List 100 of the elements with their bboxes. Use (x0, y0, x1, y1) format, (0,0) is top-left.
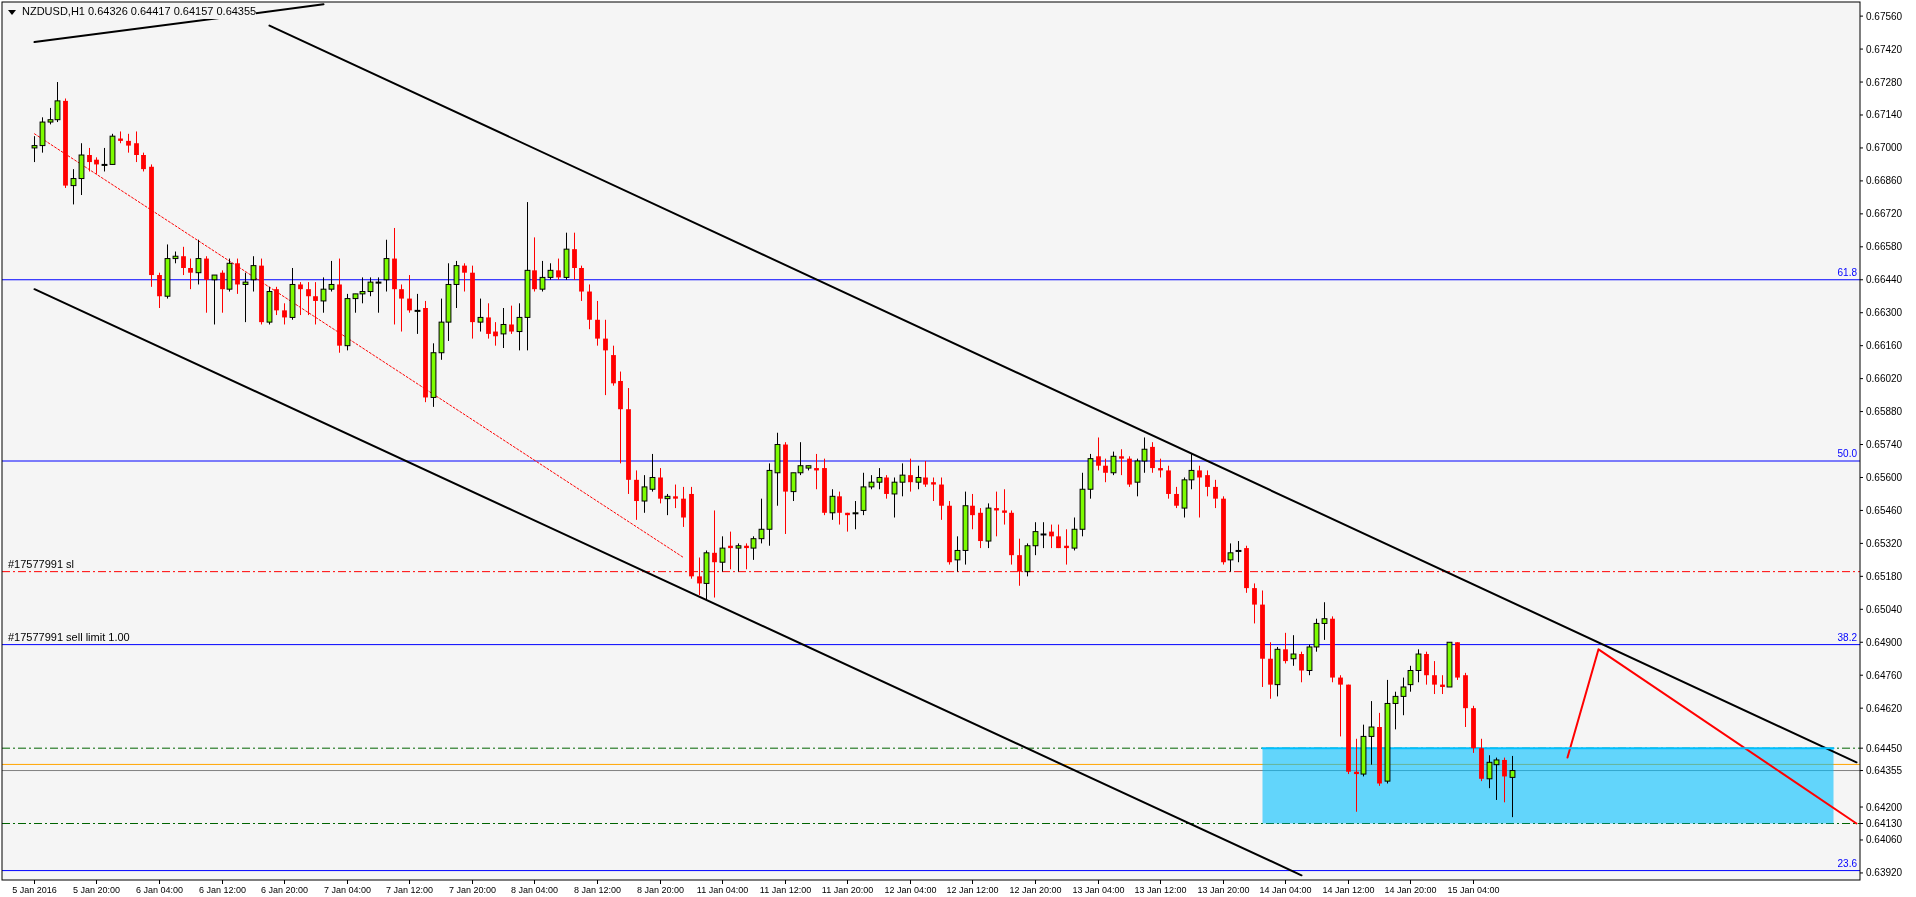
candlestick (462, 262, 467, 293)
y-tick-label: 0.66440 (1866, 274, 1903, 286)
annotation: #17577991 sl (8, 557, 75, 570)
x-tick-label: 6 Jan 20:00 (260, 885, 309, 895)
annotation: 23.6 (1837, 857, 1858, 869)
candlestick (486, 302, 491, 340)
y-tick-label: 0.64200 (1866, 801, 1903, 813)
x-tick-label: 15 Jan 04:00 (1447, 885, 1500, 895)
x-tick-label: 13 Jan 20:00 (1197, 885, 1250, 895)
y-tick-label: 0.67280 (1866, 76, 1903, 88)
candlestick (274, 286, 279, 316)
x-tick-label: 8 Jan 12:00 (573, 885, 622, 895)
candlestick (673, 484, 678, 509)
candlestick (931, 476, 936, 502)
x-tick-label: 14 Jan 20:00 (1384, 885, 1437, 895)
candlestick (664, 493, 671, 516)
candlestick (383, 239, 390, 293)
annotation: 38.2 (1837, 631, 1858, 643)
candlestick (556, 258, 561, 281)
candlestick (1119, 448, 1124, 476)
candlestick (298, 281, 303, 316)
candlestick (1197, 465, 1202, 518)
candlestick (195, 239, 202, 285)
candlestick (603, 319, 608, 396)
y-tick-label: 0.65880 (1866, 406, 1903, 418)
x-tick-label: 7 Jan 20:00 (448, 885, 497, 895)
x-tick-label: 11 Jan 04:00 (696, 885, 749, 895)
candlestick (579, 265, 584, 302)
candlestick (188, 258, 193, 290)
candlestick (1103, 458, 1108, 483)
candlestick (204, 255, 209, 314)
candlestick (719, 535, 726, 573)
x-tick-label: 14 Jan 04:00 (1259, 885, 1312, 895)
y-tick-label: 0.63920 (1866, 867, 1903, 879)
candlestick (220, 269, 225, 314)
annotation: #17577991 sell limit 1.00 (8, 630, 130, 643)
y-tick-label: 0.67420 (1866, 43, 1903, 55)
candlestick (1299, 651, 1304, 683)
candlestick (1502, 757, 1507, 803)
candlestick (814, 453, 819, 490)
candlestick (1235, 540, 1242, 563)
candlestick (399, 283, 404, 333)
x-tick-label: 7 Jan 04:00 (323, 885, 372, 895)
candlestick (829, 488, 836, 521)
candlestick (1290, 634, 1297, 667)
y-tick-label: 0.67140 (1866, 109, 1903, 121)
x-tick-label: 11 Jan 12:00 (759, 885, 812, 895)
y-tick-label: 0.66580 (1866, 241, 1903, 253)
y-tick-label: 0.65740 (1866, 439, 1903, 451)
y-tick-label: 0.64900 (1866, 636, 1903, 648)
candlestick (1213, 479, 1218, 509)
candlestick (1110, 451, 1117, 476)
candlestick (306, 281, 311, 316)
candlestick (509, 305, 514, 335)
x-tick-label: 7 Jan 12:00 (385, 885, 434, 895)
candlestick (1174, 486, 1179, 509)
candlestick (477, 298, 484, 333)
y-tick-label: 0.65600 (1866, 471, 1903, 483)
candlestick (235, 258, 240, 295)
candlestick (282, 302, 287, 325)
candlestick (1440, 674, 1445, 695)
candlestick (1283, 632, 1288, 664)
candlestick (1509, 755, 1516, 818)
annotation: 50.0 (1837, 448, 1858, 460)
y-tick-label: 0.66300 (1866, 307, 1903, 319)
x-tick-label: 6 Jan 12:00 (198, 885, 247, 895)
y-tick-label: 0.66720 (1866, 208, 1903, 220)
candlestick (970, 493, 975, 530)
x-tick-label: 12 Jan 12:00 (946, 885, 999, 895)
candlestick (1354, 738, 1359, 813)
candlestick (1064, 528, 1069, 566)
y-tick-label: 0.64060 (1866, 834, 1903, 846)
candlestick (313, 281, 318, 325)
y-tick-label: 0.64130 (1866, 818, 1903, 830)
candlestick (1002, 488, 1007, 526)
candlestick (1432, 660, 1437, 695)
candlestick (1205, 469, 1210, 497)
annotation: 61.8 (1837, 266, 1858, 278)
candlestick (908, 458, 913, 493)
candlestick (211, 274, 218, 325)
candlestick (1166, 465, 1171, 500)
candlestick (939, 476, 944, 521)
candlestick (181, 246, 186, 276)
candlestick (414, 293, 421, 335)
y-tick-label: 0.66020 (1866, 373, 1903, 385)
y-tick-label: 0.65040 (1866, 603, 1903, 615)
x-tick-label: 8 Jan 20:00 (636, 885, 685, 895)
candlestick (994, 491, 999, 537)
candlestick (735, 542, 742, 573)
candlestick (1150, 441, 1155, 474)
candlestick (141, 152, 146, 172)
candlestick (915, 465, 922, 490)
x-tick-label: 14 Jan 12:00 (1322, 885, 1375, 895)
y-tick-label: 0.64620 (1866, 702, 1903, 714)
candlestick (681, 486, 686, 528)
candlestick (500, 307, 507, 349)
candlestick (884, 474, 889, 500)
candlestick (134, 130, 139, 163)
candlestick (634, 469, 639, 521)
y-tick-label: 0.67000 (1866, 142, 1903, 154)
